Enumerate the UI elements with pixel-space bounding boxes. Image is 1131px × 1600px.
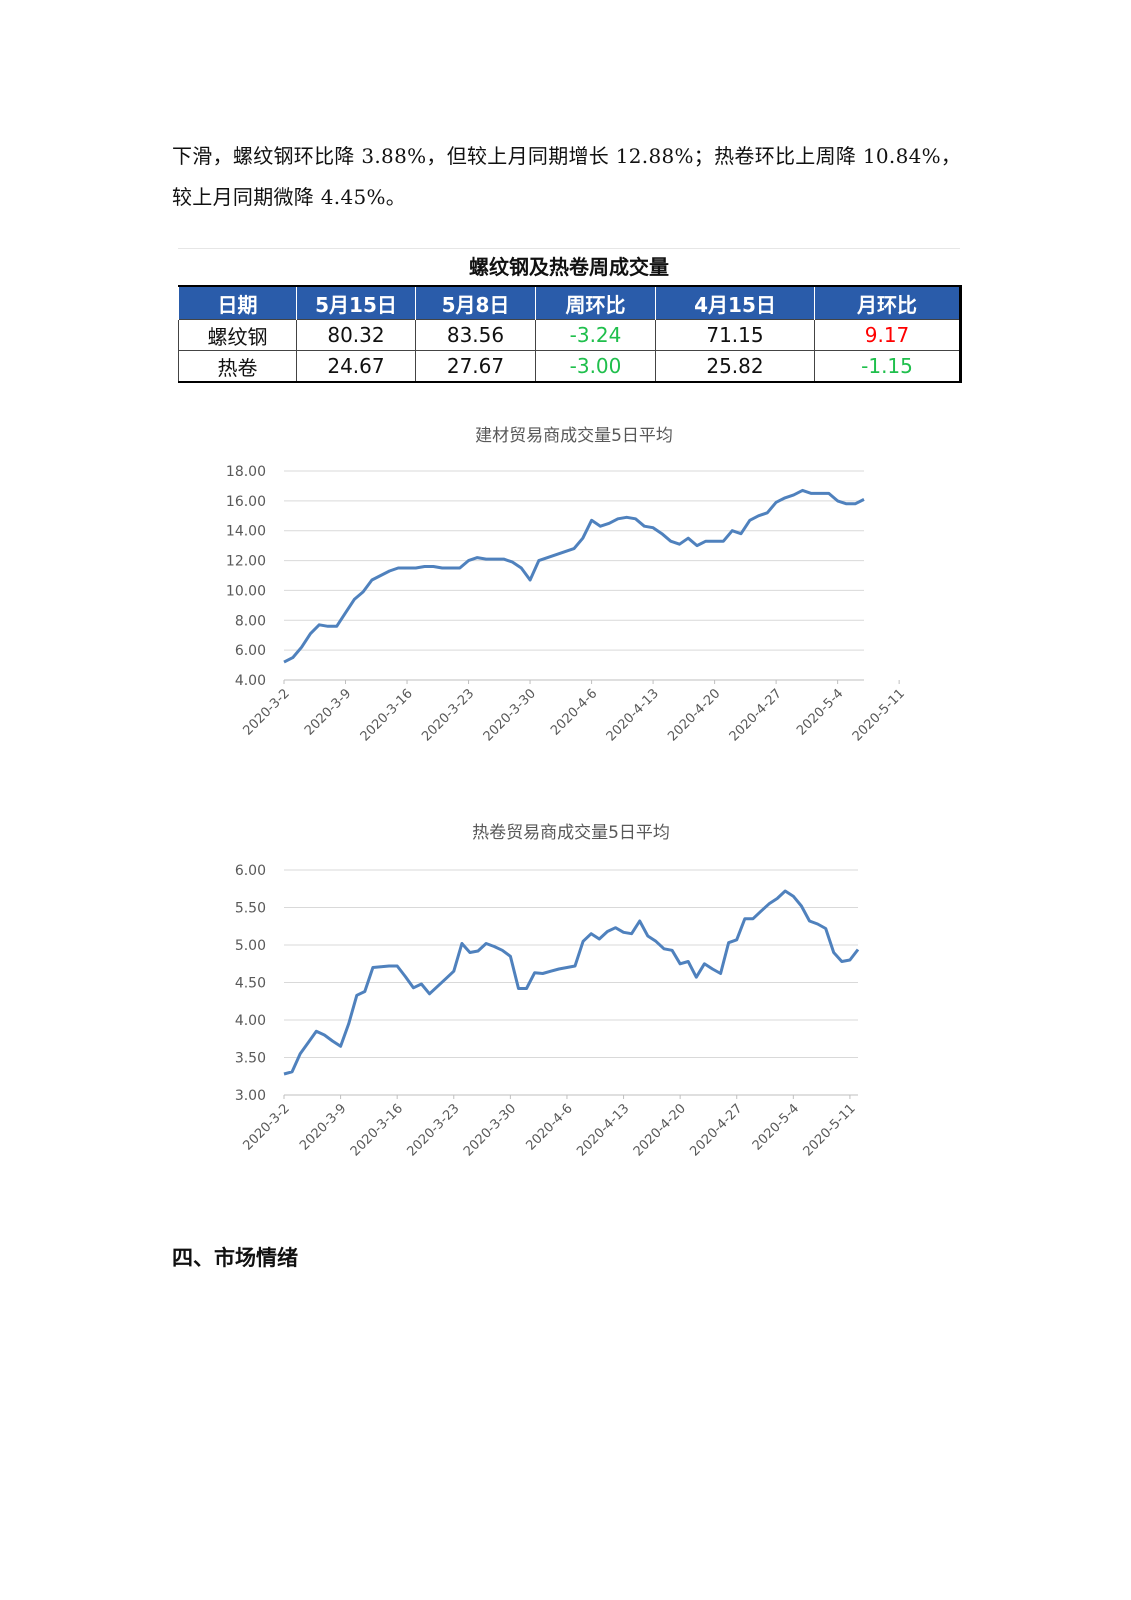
- header-mom: 月环比: [815, 286, 961, 320]
- y-tick-label: 16.00: [226, 494, 266, 510]
- x-tick-label: 2020-3-23: [419, 686, 477, 744]
- y-tick-label: 4.50: [235, 976, 266, 992]
- x-tick-label: 2020-4-20: [665, 686, 723, 744]
- series-line: [284, 490, 864, 662]
- hrc-volume-chart: 热卷贸易商成交量5日平均 3.00 3.50 4.00 4.50 5.00 5.50 6.00…: [200, 822, 920, 1192]
- x-tick-label: 2020-5-4: [794, 686, 846, 738]
- table-row: 螺纹钢 80.32 83.56 -3.24 71.15 9.17: [179, 320, 961, 351]
- x-tick-label: 2020-3-9: [302, 686, 354, 738]
- cell-wow: -3.00: [536, 351, 656, 383]
- y-tick-label: 4.00: [235, 673, 266, 689]
- x-tick-label: 2020-4-13: [574, 1101, 632, 1159]
- y-tick-label: 5.00: [235, 938, 266, 954]
- chart-title: 热卷贸易商成交量5日平均: [472, 823, 670, 843]
- y-tick-label: 5.50: [235, 901, 266, 917]
- y-tick-label: 6.00: [235, 643, 266, 659]
- cell-may15: 80.32: [297, 320, 416, 351]
- x-tick-label: 2020-3-16: [358, 686, 416, 744]
- table-header-row: 日期 5月15日 5月8日 周环比 4月15日 月环比: [179, 286, 961, 320]
- y-tick-label: 18.00: [226, 464, 266, 480]
- row-label: 螺纹钢: [179, 320, 297, 351]
- paragraph-line-1: 下滑，螺纹钢环比降 3.88%，但较上月同期增长 12.88%；热卷环比上周降 …: [172, 136, 962, 177]
- y-tick-label: 3.50: [235, 1051, 266, 1067]
- x-tick-label: 2020-5-4: [750, 1101, 802, 1153]
- x-tick-label: 2020-3-9: [297, 1101, 349, 1153]
- table-row: 热卷 24.67 27.67 -3.00 25.82 -1.15: [179, 351, 961, 383]
- volume-data-table: 日期 5月15日 5月8日 周环比 4月15日 月环比 螺纹钢 80.32 83…: [178, 285, 962, 383]
- cell-apr15: 71.15: [656, 320, 815, 351]
- y-tick-label: 10.00: [226, 583, 266, 599]
- chart-title: 建材贸易商成交量5日平均: [475, 426, 673, 446]
- cell-may15: 24.67: [297, 351, 416, 383]
- x-tick-label: 2020-5-11: [801, 1101, 859, 1159]
- x-tick-label: 2020-3-2: [240, 686, 292, 738]
- y-tick-label: 12.00: [226, 554, 266, 570]
- y-tick-label: 3.00: [235, 1088, 266, 1104]
- cell-mom: -1.15: [815, 351, 961, 383]
- x-tick-label: 2020-4-13: [604, 686, 662, 744]
- x-tick-label: 2020-4-27: [687, 1101, 745, 1159]
- x-tick-label: 2020-4-27: [727, 686, 785, 744]
- x-tick-label: 2020-3-30: [461, 1101, 519, 1159]
- header-may8: 5月8日: [416, 286, 536, 320]
- cell-mom: 9.17: [815, 320, 961, 351]
- table-title: 螺纹钢及热卷周成交量: [178, 248, 960, 285]
- cell-may8: 27.67: [416, 351, 536, 383]
- x-tick-label: 2020-4-20: [631, 1101, 689, 1159]
- x-tick-label: 2020-3-23: [404, 1101, 462, 1159]
- cell-wow: -3.24: [536, 320, 656, 351]
- x-tick-label: 2020-3-2: [240, 1101, 292, 1153]
- y-tick-label: 8.00: [235, 613, 266, 629]
- section-heading: 四、市场情绪: [172, 1242, 298, 1272]
- cell-may8: 83.56: [416, 320, 536, 351]
- x-tick-label: 2020-4-6: [548, 686, 600, 738]
- x-tick-label: 2020-5-11: [850, 686, 908, 744]
- header-wow: 周环比: [536, 286, 656, 320]
- cell-apr15: 25.82: [656, 351, 815, 383]
- paragraph-line-2: 较上月同期微降 4.45%。: [172, 177, 962, 218]
- x-tick-label: 2020-3-30: [481, 686, 539, 744]
- header-apr15: 4月15日: [656, 286, 815, 320]
- header-date: 日期: [179, 286, 297, 320]
- y-tick-label: 14.00: [226, 524, 266, 540]
- y-tick-label: 4.00: [235, 1013, 266, 1029]
- y-tick-label: 6.00: [235, 863, 266, 879]
- header-may15: 5月15日: [297, 286, 416, 320]
- x-tick-label: 2020-3-16: [348, 1101, 406, 1159]
- volume-table: 螺纹钢及热卷周成交量 日期 5月15日 5月8日 周环比 4月15日 月环比 螺…: [178, 248, 960, 380]
- x-tick-label: 2020-4-6: [523, 1101, 575, 1153]
- rebar-volume-chart: 建材贸易商成交量5日平均 4.00 6.00 8.00 10.00 12.00 14.00 1…: [200, 415, 920, 780]
- row-label: 热卷: [179, 351, 297, 383]
